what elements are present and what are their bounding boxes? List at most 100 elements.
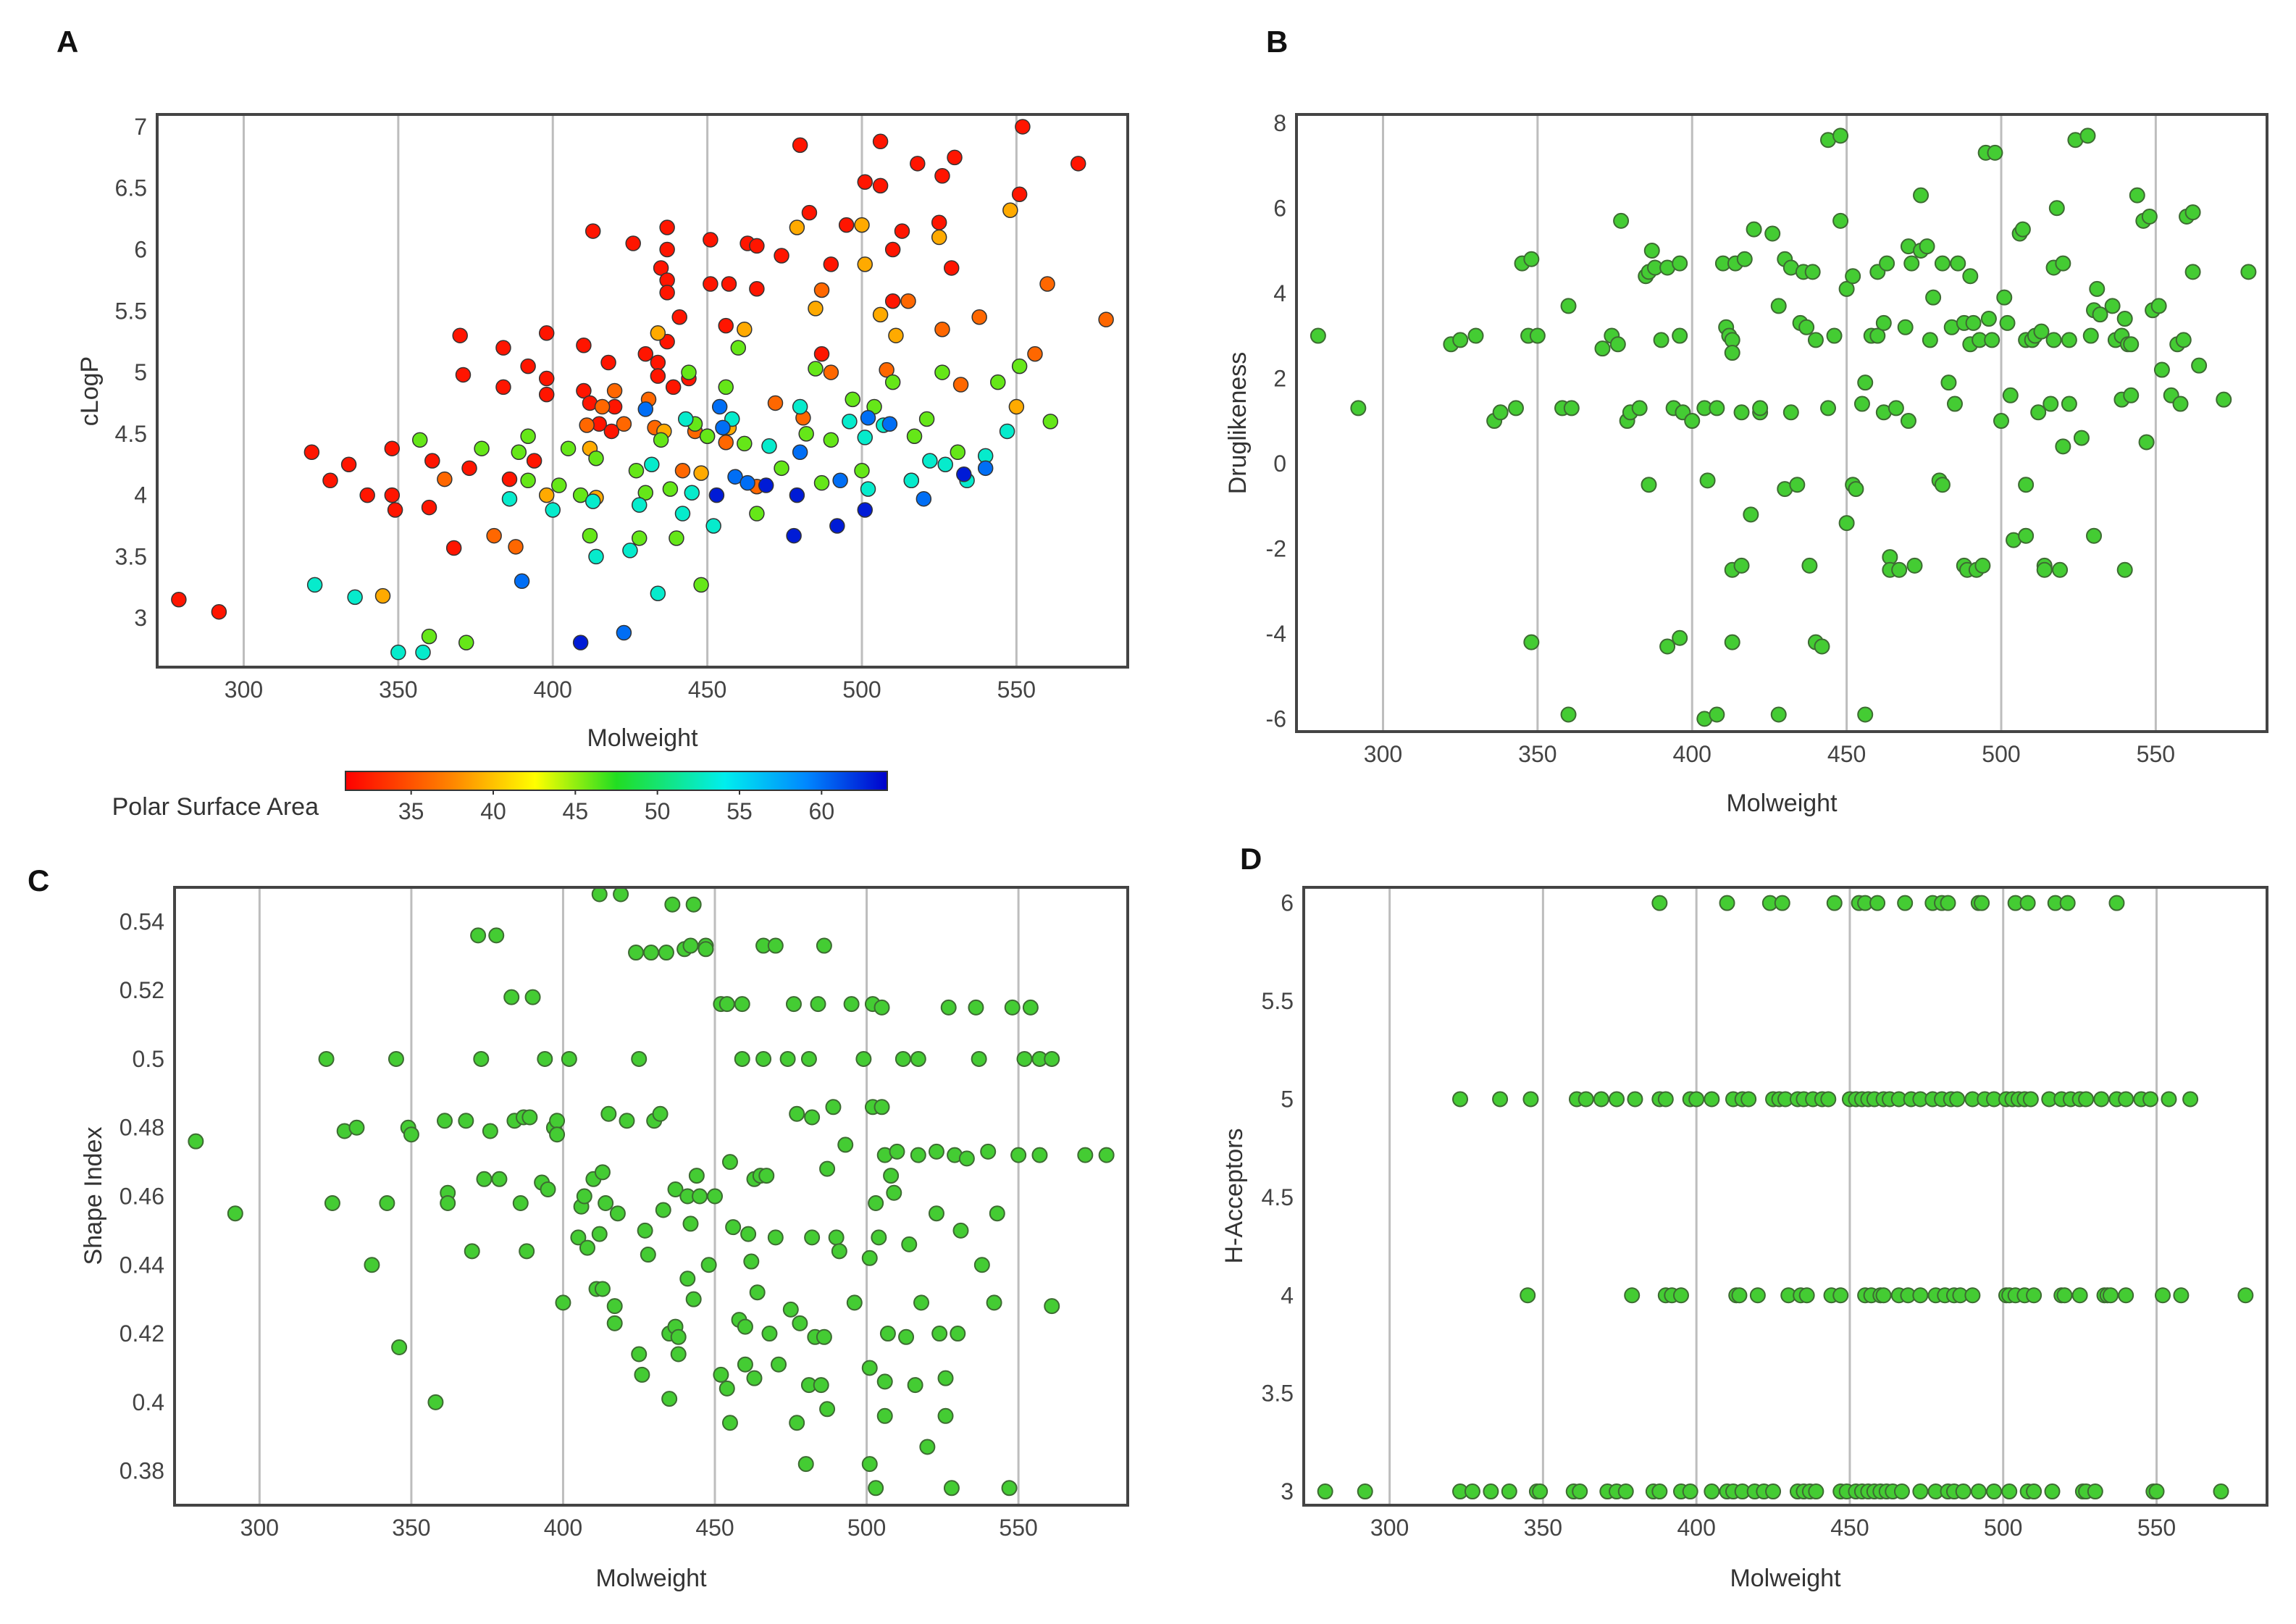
panel-a-data-point — [922, 453, 938, 469]
panel-a-data-point — [390, 644, 406, 661]
panel-b-data-point — [2018, 527, 2035, 544]
panel-c-label: C — [28, 863, 49, 897]
panel-a-x-tick-label: 350 — [379, 677, 417, 703]
panel-a-data-point — [767, 395, 784, 411]
panel-b-data-point — [1832, 212, 1849, 229]
panel-c-data-point — [437, 1113, 453, 1129]
panel-a-data-point — [838, 217, 855, 233]
panel-c-data-point — [549, 1126, 566, 1143]
colorbar-tick-label: 35 — [398, 798, 424, 824]
panel-d-data-point — [1704, 1091, 1720, 1108]
panel-c-data-point — [746, 1370, 763, 1386]
panel-a-data-point — [650, 354, 666, 371]
panel-b-data-point — [1507, 400, 1524, 417]
panel-c-data-point — [661, 1391, 678, 1407]
panel-b-data-point — [1609, 336, 1626, 353]
panel-a-data-point — [952, 377, 969, 393]
panel-c-data-point — [664, 896, 681, 913]
panel-a-data-point — [823, 432, 839, 448]
panel-a-data-point — [669, 530, 684, 546]
panel-b-data-point — [1672, 629, 1688, 646]
panel-b-data-point — [1804, 264, 1821, 280]
panel-c-data-point — [758, 1168, 775, 1184]
panel-c-data-point — [631, 1346, 648, 1363]
panel-d-data-point — [1682, 1483, 1698, 1500]
polar-surface-area-colorbar: Polar Surface Area 35 40 45 50 55 60 — [112, 771, 888, 824]
panel-b-data-point — [2116, 561, 2133, 578]
panel-c-data-point — [804, 1229, 821, 1246]
panel-d-y-tick-label: 6 — [1281, 890, 1294, 916]
panel-b-data-point — [2073, 430, 2090, 446]
panel-c-x-axis-label: Molweight — [595, 1565, 707, 1592]
panel-c-data-point — [613, 886, 629, 903]
panel-b-data-point — [2079, 127, 2096, 144]
panel-a-gridlines — [242, 114, 1018, 667]
panel-c-data-point — [804, 1109, 821, 1126]
panel-c-data-point — [555, 1294, 571, 1311]
panel-c-data-point — [540, 1181, 556, 1198]
panel-a-data-point — [603, 423, 620, 440]
panel-a-data-point — [860, 410, 876, 426]
panel-a-data-point — [359, 487, 375, 503]
panel-a-data-point — [585, 493, 601, 509]
panel-c-data-point — [1001, 1480, 1018, 1497]
panel-c-y-tick-label: 0.5 — [133, 1046, 164, 1072]
panel-c-x-tick-label: 450 — [695, 1515, 734, 1541]
panel-c-data-point — [876, 1373, 893, 1390]
panel-a-data-point — [1039, 276, 1055, 292]
panel-b-data-point — [1845, 268, 1861, 285]
panel-a-y-axis-label: cLogP — [76, 356, 104, 426]
panel-d-data-point — [1657, 1091, 1674, 1108]
panel-d-data-point — [1651, 895, 1668, 911]
panel-b-data-point — [1879, 255, 1895, 272]
panel-c-data-point — [634, 1366, 650, 1383]
panel-a-data-point — [495, 340, 511, 356]
colorbar-tick-label: 45 — [563, 798, 589, 824]
panel-a-data-point — [545, 502, 561, 518]
panel-d-data-point — [1651, 1483, 1668, 1500]
panel-a-data-point — [411, 432, 428, 448]
panel-d-data-point — [1731, 1287, 1748, 1304]
panel-d-x-ticks: 300 350 400 450 500 550 — [1370, 1515, 2176, 1541]
panel-c-data-point — [973, 1257, 990, 1273]
panel-c-data-point — [861, 1360, 878, 1376]
panel-b-data-point — [1770, 298, 1787, 314]
panel-c-data-point — [910, 1050, 926, 1067]
panel-c-data-point — [598, 1194, 614, 1211]
panel-c-data-point — [986, 1294, 1002, 1311]
panel-b-data-point — [1643, 243, 1660, 259]
panel-c-data-point — [855, 1050, 872, 1067]
panel-a-points — [171, 119, 1114, 661]
panel-b-data-point — [1733, 404, 1750, 421]
panel-a-data-point — [495, 379, 511, 395]
panel-d-data-point — [2022, 1091, 2039, 1108]
panel-b-data-point — [2092, 306, 2108, 323]
panel-b-data-point — [2129, 187, 2145, 204]
panel-a-data-point — [576, 338, 592, 353]
panel-c-data-point — [837, 1137, 854, 1153]
panel-c-data-point — [491, 1171, 508, 1187]
panel-a-data-point — [801, 204, 818, 221]
panel-b-data-point — [1452, 332, 1469, 348]
panel-b-data-point — [2061, 395, 2077, 412]
panel-a-data-point — [538, 325, 555, 341]
panel-c-data-point — [889, 1143, 905, 1160]
panel-a-data-point — [501, 490, 518, 507]
panel-c-data-point — [1031, 1147, 1048, 1163]
panel-c-data-point — [721, 1415, 738, 1431]
panel-a-y-tick-label: 4.5 — [115, 421, 147, 447]
panel-a-data-point — [857, 256, 873, 272]
panel-c-x-ticks: 300 350 400 450 500 550 — [240, 1515, 1038, 1541]
panel-b-data-point — [1641, 477, 1657, 493]
panel-a-data-point — [906, 428, 923, 444]
panel-c-data-point — [512, 1194, 529, 1211]
panel-a-data-point — [699, 428, 716, 444]
panel-b-data-point — [2138, 434, 2155, 451]
panel-a-data-point — [774, 248, 789, 264]
panel-d-data-point — [2148, 1483, 2165, 1500]
panel-c-data-point — [898, 1328, 915, 1345]
panel-c-y-tick-label: 0.4 — [133, 1389, 164, 1415]
panel-c-points — [188, 886, 1115, 1497]
panel-c-data-point — [734, 1050, 750, 1067]
panel-d-data-point — [2078, 1091, 2095, 1108]
